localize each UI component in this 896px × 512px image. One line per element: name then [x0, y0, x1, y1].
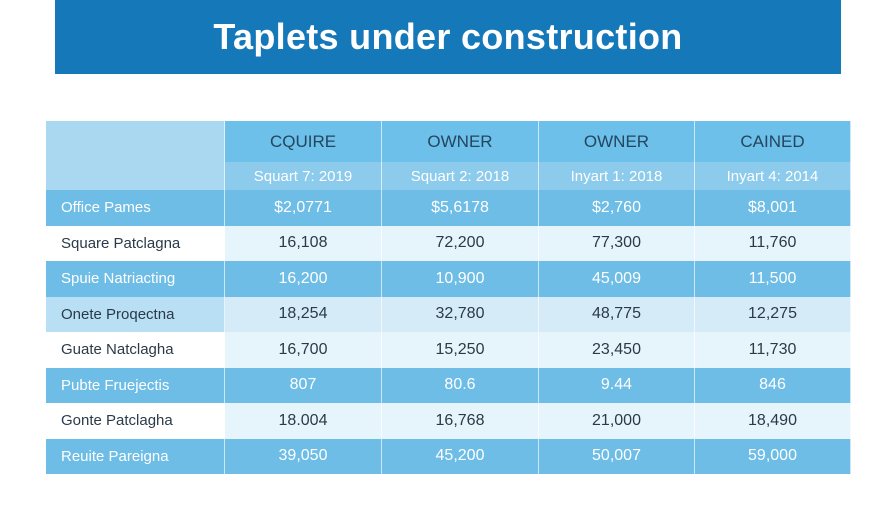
table-cell: 10,900	[382, 261, 539, 297]
table-cell: 77,300	[539, 225, 695, 261]
table-cell: 39,050	[225, 438, 382, 474]
table-cell: 12,275	[695, 296, 851, 332]
table-cell: $8,001	[695, 190, 851, 226]
table-cell: 16,108	[225, 225, 382, 261]
column-subheader: Squart 2: 2018	[382, 162, 539, 190]
column-subheader: Squart 7: 2019	[225, 162, 382, 190]
table-cell: 80.6	[382, 367, 539, 403]
row-label: Onete Proqectna	[46, 296, 225, 332]
table-cell: $2,0771	[225, 190, 382, 226]
table-cell: 11,760	[695, 225, 851, 261]
table-row: Spuie Natriacting 16,200 10,900 45,009 1…	[46, 261, 851, 297]
column-subheader: Inyart 1: 2018	[539, 162, 695, 190]
title-banner: Taplets under construction	[55, 0, 841, 74]
column-header: OWNER	[382, 121, 539, 162]
table-cell: 18,490	[695, 403, 851, 439]
table-row: Square Patclagna 16,108 72,200 77,300 11…	[46, 225, 851, 261]
table-cell: $5,6178	[382, 190, 539, 226]
subheader-corner	[46, 162, 225, 190]
table-cell: 23,450	[539, 332, 695, 368]
row-label: Gonte Patclagha	[46, 403, 225, 439]
table-cell: 11,500	[695, 261, 851, 297]
row-label: Reuite Pareigna	[46, 438, 225, 474]
table-cell: 16,700	[225, 332, 382, 368]
table-cell: 48,775	[539, 296, 695, 332]
column-header: CQUIRE	[225, 121, 382, 162]
row-label: Pubte Fruejectis	[46, 367, 225, 403]
table-cell: 59,000	[695, 438, 851, 474]
table-row: Gonte Patclagha 18.004 16,768 21,000 18,…	[46, 403, 851, 439]
page-title: Taplets under construction	[213, 16, 683, 57]
table-row: Office Pames $2,0771 $5,6178 $2,760 $8,0…	[46, 190, 851, 226]
table-cell: 72,200	[382, 225, 539, 261]
table-cell: 45,009	[539, 261, 695, 297]
header-corner	[46, 121, 225, 162]
column-header: OWNER	[539, 121, 695, 162]
table-cell: $2,760	[539, 190, 695, 226]
table-row: Pubte Fruejectis 807 80.6 9.44 846	[46, 367, 851, 403]
table-cell: 11,730	[695, 332, 851, 368]
row-label: Square Patclagna	[46, 225, 225, 261]
table-subheader-row: Squart 7: 2019 Squart 2: 2018 Inyart 1: …	[46, 162, 851, 190]
table-row: Onete Proqectna 18,254 32,780 48,775 12,…	[46, 296, 851, 332]
table-row: Guate Natclagha 16,700 15,250 23,450 11,…	[46, 332, 851, 368]
table-cell: 32,780	[382, 296, 539, 332]
table-cell: 15,250	[382, 332, 539, 368]
table-cell: 50,007	[539, 438, 695, 474]
table-cell: 18.004	[225, 403, 382, 439]
table-cell: 846	[695, 367, 851, 403]
table-header-row: CQUIRE OWNER OWNER CAINED	[46, 121, 851, 162]
column-header: CAINED	[695, 121, 851, 162]
row-label: Office Pames	[46, 190, 225, 226]
table-row: Reuite Pareigna 39,050 45,200 50,007 59,…	[46, 438, 851, 474]
row-label: Guate Natclagha	[46, 332, 225, 368]
table-cell: 16,768	[382, 403, 539, 439]
row-label: Spuie Natriacting	[46, 261, 225, 297]
table-cell: 16,200	[225, 261, 382, 297]
data-table: CQUIRE OWNER OWNER CAINED Squart 7: 2019…	[46, 121, 851, 474]
table-cell: 807	[225, 367, 382, 403]
table-cell: 18,254	[225, 296, 382, 332]
table-cell: 45,200	[382, 438, 539, 474]
table-cell: 9.44	[539, 367, 695, 403]
column-subheader: Inyart 4: 2014	[695, 162, 851, 190]
table-cell: 21,000	[539, 403, 695, 439]
